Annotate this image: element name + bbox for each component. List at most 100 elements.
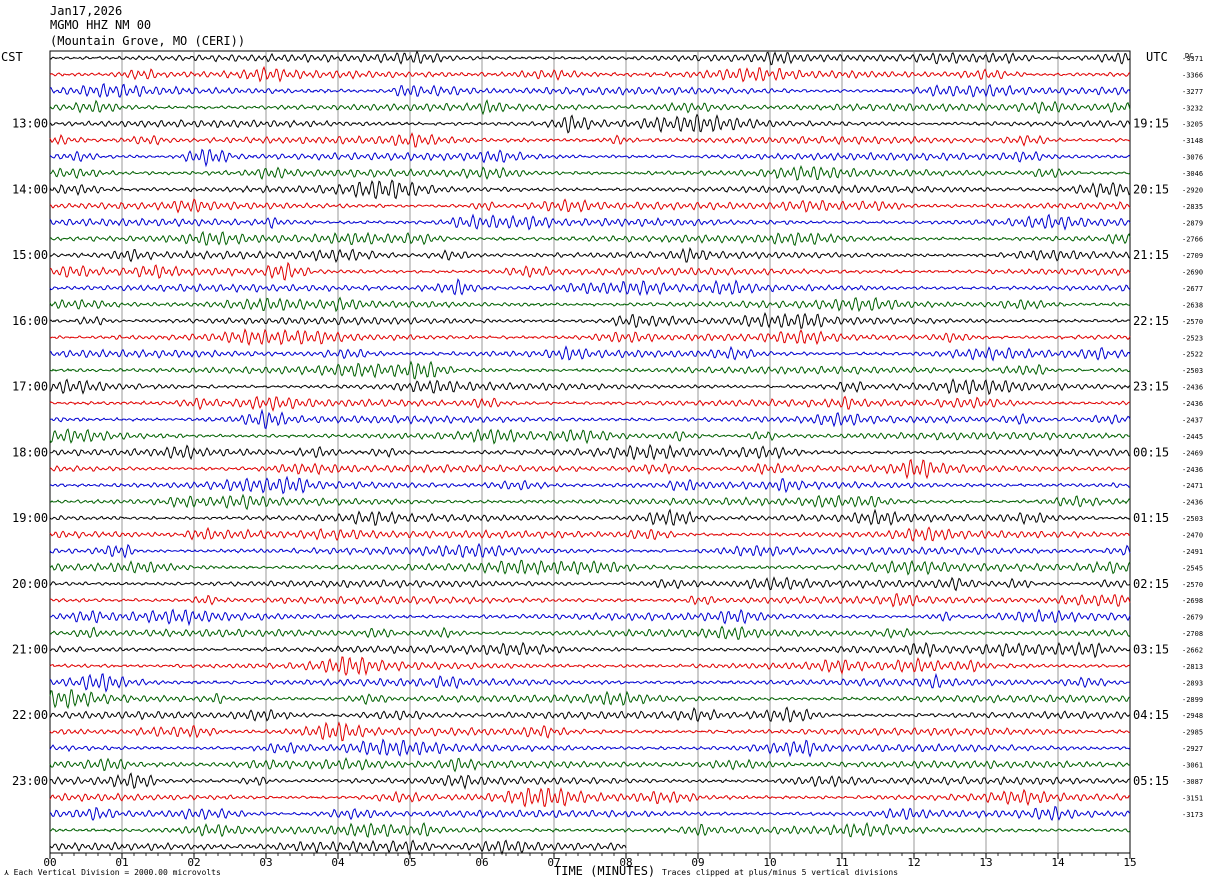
trace-row bbox=[49, 311, 1131, 329]
dc-offset-label: -2545 bbox=[1182, 564, 1203, 572]
trace-row bbox=[49, 576, 1131, 592]
dc-offset-label: -2570 bbox=[1182, 581, 1203, 589]
x-tick-label: 14 bbox=[1051, 856, 1065, 869]
utc-hour-label: 03:15 bbox=[1133, 642, 1169, 656]
x-tick-label: 08 bbox=[619, 856, 632, 869]
dc-offset-label: -3371 bbox=[1182, 55, 1203, 63]
trace-row bbox=[49, 839, 627, 856]
trace-row bbox=[49, 641, 1131, 659]
dc-offset-label: -3046 bbox=[1182, 170, 1203, 178]
dc-offset-label: -2708 bbox=[1182, 630, 1203, 638]
dc-offset-label: -2813 bbox=[1182, 663, 1203, 671]
dc-offset-label: -3205 bbox=[1182, 121, 1203, 129]
dc-label: DC bbox=[1185, 52, 1193, 60]
trace-row bbox=[49, 821, 1131, 838]
dc-offset-label: -2679 bbox=[1182, 614, 1203, 622]
x-tick-label: 01 bbox=[115, 856, 128, 869]
x-tick-label: 00 bbox=[43, 856, 56, 869]
utc-hour-label: 05:15 bbox=[1133, 774, 1169, 788]
trace-row bbox=[49, 508, 1131, 526]
dc-offset-label: -3076 bbox=[1182, 154, 1203, 162]
dc-offset-label: -2893 bbox=[1182, 679, 1203, 687]
dc-offset-label: -2491 bbox=[1182, 548, 1203, 556]
trace-row bbox=[49, 408, 1131, 430]
x-tick-label: 10 bbox=[763, 856, 776, 869]
trace-row bbox=[49, 345, 1131, 362]
utc-hour-label: 02:15 bbox=[1133, 577, 1169, 591]
x-tick-label: 07 bbox=[547, 856, 560, 869]
dc-offset-label: -3148 bbox=[1182, 137, 1203, 145]
trace-row bbox=[49, 805, 1131, 822]
cst-hour-label: 23:00 bbox=[12, 774, 48, 788]
dc-offset-label: -2570 bbox=[1182, 318, 1203, 326]
x-tick-label: 12 bbox=[907, 856, 920, 869]
trace-row bbox=[49, 689, 1131, 710]
scale-marker: ⋏ bbox=[4, 868, 9, 877]
trace-row bbox=[49, 458, 1131, 480]
trace-row bbox=[49, 493, 1131, 511]
x-axis-label: TIME (MINUTES) bbox=[554, 864, 656, 878]
x-tick-label: 15 bbox=[1123, 856, 1136, 869]
dc-offset-label: -2436 bbox=[1182, 499, 1203, 507]
trace-row bbox=[49, 772, 1131, 790]
cst-hour-label: 15:00 bbox=[12, 248, 48, 262]
trace-row bbox=[49, 526, 1131, 542]
dc-offset-label: -2948 bbox=[1182, 712, 1203, 720]
trace-row bbox=[49, 706, 1131, 723]
utc-hour-label: 19:15 bbox=[1133, 117, 1169, 131]
dc-offset-label: -2470 bbox=[1182, 531, 1203, 539]
dc-offset-label: -2835 bbox=[1182, 203, 1203, 211]
trace-row bbox=[49, 672, 1131, 693]
trace-row bbox=[49, 592, 1131, 608]
trace-row bbox=[49, 213, 1131, 231]
dc-offset-label: -2638 bbox=[1182, 301, 1203, 309]
trace-row bbox=[49, 132, 1131, 148]
utc-hour-label: 23:15 bbox=[1133, 380, 1169, 394]
dc-offset-label: -2503 bbox=[1182, 515, 1203, 523]
utc-axis-title: UTC bbox=[1146, 50, 1168, 64]
cst-hour-label: 22:00 bbox=[12, 708, 48, 722]
cst-hour-label: 18:00 bbox=[12, 445, 48, 459]
trace-row bbox=[49, 148, 1131, 168]
cst-hour-label: 13:00 bbox=[12, 117, 48, 131]
x-tick-label: 02 bbox=[187, 856, 200, 869]
dc-offset-label: -2662 bbox=[1182, 646, 1203, 654]
dc-offset-label: -2677 bbox=[1182, 285, 1203, 293]
dc-offset-label: -2503 bbox=[1182, 367, 1203, 375]
cst-hour-label: 19:00 bbox=[12, 511, 48, 525]
trace-row bbox=[49, 559, 1131, 576]
dc-offset-label: -2690 bbox=[1182, 269, 1203, 277]
dc-offset-label: -2985 bbox=[1182, 729, 1203, 737]
x-tick-label: 05 bbox=[403, 856, 416, 869]
dc-offset-label: -2698 bbox=[1182, 597, 1203, 605]
trace-row bbox=[49, 656, 1131, 676]
dc-offset-label: -2437 bbox=[1182, 416, 1203, 424]
cst-hour-label: 17:00 bbox=[12, 380, 48, 394]
trace-row bbox=[49, 625, 1131, 641]
trace-row bbox=[49, 475, 1131, 495]
dc-offset-label: -2879 bbox=[1182, 219, 1203, 227]
trace-row bbox=[49, 328, 1131, 346]
dc-offset-label: -2927 bbox=[1182, 745, 1203, 753]
trace-row bbox=[49, 247, 1131, 263]
trace-row bbox=[49, 179, 1131, 200]
dc-offset-label: -2920 bbox=[1182, 186, 1203, 194]
trace-row bbox=[50, 608, 1131, 627]
trace-row bbox=[49, 378, 1131, 396]
utc-hour-label: 22:15 bbox=[1133, 314, 1169, 328]
x-tick-label: 03 bbox=[259, 856, 272, 869]
trace-row bbox=[49, 428, 1131, 445]
dc-offset-label: -2709 bbox=[1182, 252, 1203, 260]
trace-row bbox=[49, 261, 1131, 281]
dc-offset-label: -2899 bbox=[1182, 696, 1203, 704]
trace-row bbox=[49, 50, 1131, 66]
trace-row bbox=[49, 65, 1131, 83]
utc-hour-label: 00:15 bbox=[1133, 445, 1169, 459]
utc-hour-label: 21:15 bbox=[1133, 248, 1169, 262]
dc-offset-label: -2436 bbox=[1182, 466, 1203, 474]
utc-hour-label: 04:15 bbox=[1133, 708, 1169, 722]
dc-offset-label: -2522 bbox=[1182, 351, 1203, 359]
dc-offset-label: -2471 bbox=[1182, 482, 1203, 490]
trace-row bbox=[49, 787, 1131, 808]
cst-axis-title: CST bbox=[1, 50, 23, 64]
